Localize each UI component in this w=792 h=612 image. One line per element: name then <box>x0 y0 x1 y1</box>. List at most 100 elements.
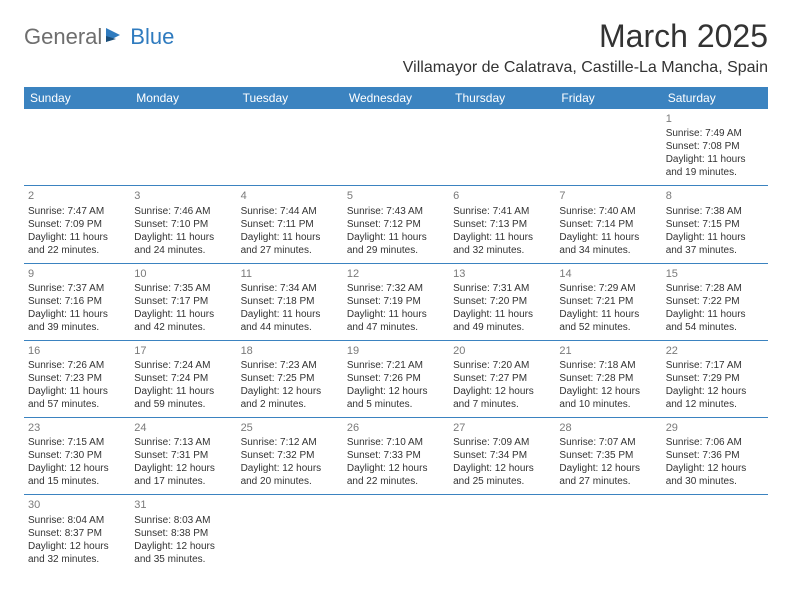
day-number: 21 <box>559 344 657 358</box>
sunset-text: Sunset: 7:25 PM <box>241 372 339 385</box>
day-number: 26 <box>347 421 445 435</box>
calendar-week-row: 2Sunrise: 7:47 AMSunset: 7:09 PMDaylight… <box>24 186 768 263</box>
day-number: 1 <box>666 112 764 126</box>
day-number: 30 <box>28 498 126 512</box>
day-number: 27 <box>453 421 551 435</box>
sunset-text: Sunset: 7:29 PM <box>666 372 764 385</box>
calendar-day-cell: 11Sunrise: 7:34 AMSunset: 7:18 PMDayligh… <box>237 263 343 340</box>
calendar-day-cell <box>130 109 236 186</box>
day-number: 15 <box>666 267 764 281</box>
calendar-day-cell: 10Sunrise: 7:35 AMSunset: 7:17 PMDayligh… <box>130 263 236 340</box>
calendar-day-cell <box>237 495 343 572</box>
weekday-header: Sunday <box>24 87 130 109</box>
sunrise-text: Sunrise: 7:07 AM <box>559 436 657 449</box>
sunset-text: Sunset: 7:16 PM <box>28 295 126 308</box>
calendar-week-row: 9Sunrise: 7:37 AMSunset: 7:16 PM Daylight… <box>24 263 768 340</box>
weekday-header: Wednesday <box>343 87 449 109</box>
sunrise-text: Sunrise: 7:28 AM <box>666 282 764 295</box>
sunrise-text: Sunrise: 7:49 AM <box>666 127 764 140</box>
day-number: 9 <box>28 267 126 281</box>
day-number: 13 <box>453 267 551 281</box>
sunset-text: Sunset: 7:32 PM <box>241 449 339 462</box>
sunset-text: Sunset: 7:12 PM <box>347 218 445 231</box>
day-number: 3 <box>134 189 232 203</box>
location-subtitle: Villamayor de Calatrava, Castille-La Man… <box>403 59 768 77</box>
daylight-text: Daylight: 11 hours and 42 minutes. <box>134 308 232 334</box>
sunrise-text: Sunrise: 7:26 AM <box>28 359 126 372</box>
calendar-day-cell: 4Sunrise: 7:44 AMSunset: 7:11 PMDaylight… <box>237 186 343 263</box>
sunrise-text: Sunrise: 7:12 AM <box>241 436 339 449</box>
calendar-day-cell: 16Sunrise: 7:26 AMSunset: 7:23 PMDayligh… <box>24 340 130 417</box>
logo-text-blue: Blue <box>130 24 174 50</box>
calendar-day-cell <box>343 109 449 186</box>
sunrise-text: Sunrise: 7:23 AM <box>241 359 339 372</box>
sunrise-text: Sunrise: 7:35 AM <box>134 282 232 295</box>
calendar-day-cell: 25Sunrise: 7:12 AMSunset: 7:32 PMDayligh… <box>237 418 343 495</box>
day-number: 4 <box>241 189 339 203</box>
calendar-day-cell: 27Sunrise: 7:09 AMSunset: 7:34 PMDayligh… <box>449 418 555 495</box>
calendar-day-cell: 18Sunrise: 7:23 AMSunset: 7:25 PMDayligh… <box>237 340 343 417</box>
calendar-day-cell: 5Sunrise: 7:43 AMSunset: 7:12 PMDaylight… <box>343 186 449 263</box>
calendar-week-row: 1Sunrise: 7:49 AMSunset: 7:08 PMDaylight… <box>24 109 768 186</box>
daylight-text: Daylight: 11 hours and 49 minutes. <box>453 308 551 334</box>
daylight-text: Daylight: 11 hours and 29 minutes. <box>347 231 445 257</box>
day-number: 11 <box>241 267 339 281</box>
daylight-text: Daylight: 12 hours and 22 minutes. <box>347 462 445 488</box>
day-number: 6 <box>453 189 551 203</box>
title-block: March 2025 Villamayor de Calatrava, Cast… <box>403 18 768 77</box>
sunrise-text: Sunrise: 7:38 AM <box>666 205 764 218</box>
sunset-text: Sunset: 7:26 PM <box>347 372 445 385</box>
logo: General Blue <box>24 24 174 50</box>
sunset-text: Sunset: 7:17 PM <box>134 295 232 308</box>
sunset-text: Sunset: 7:33 PM <box>347 449 445 462</box>
day-number: 25 <box>241 421 339 435</box>
day-number: 24 <box>134 421 232 435</box>
sunset-text: Sunset: 7:28 PM <box>559 372 657 385</box>
sunset-text: Sunset: 7:11 PM <box>241 218 339 231</box>
sunrise-text: Sunrise: 7:32 AM <box>347 282 445 295</box>
day-number: 18 <box>241 344 339 358</box>
day-number: 23 <box>28 421 126 435</box>
sunrise-text: Sunrise: 7:18 AM <box>559 359 657 372</box>
weekday-header: Friday <box>555 87 661 109</box>
calendar-day-cell: 30Sunrise: 8:04 AMSunset: 8:37 PMDayligh… <box>24 495 130 572</box>
sunset-text: Sunset: 7:27 PM <box>453 372 551 385</box>
calendar-day-cell: 1Sunrise: 7:49 AMSunset: 7:08 PMDaylight… <box>662 109 768 186</box>
daylight-text: Daylight: 11 hours and 32 minutes. <box>453 231 551 257</box>
calendar-day-cell: 29Sunrise: 7:06 AMSunset: 7:36 PMDayligh… <box>662 418 768 495</box>
calendar-page: General Blue March 2025 Villamayor de Ca… <box>0 0 792 582</box>
sunrise-text: Sunrise: 7:43 AM <box>347 205 445 218</box>
day-number: 19 <box>347 344 445 358</box>
sunrise-text: Sunrise: 7:37 AM <box>28 282 126 295</box>
sunset-text: Sunset: 8:37 PM <box>28 527 126 540</box>
daylight-text: Daylight: 12 hours and 20 minutes. <box>241 462 339 488</box>
daylight-text: Daylight: 12 hours and 17 minutes. <box>134 462 232 488</box>
calendar-day-cell: 15Sunrise: 7:28 AMSunset: 7:22 PMDayligh… <box>662 263 768 340</box>
daylight-text: Daylight: 12 hours and 10 minutes. <box>559 385 657 411</box>
daylight-text: Daylight: 11 hours and 59 minutes. <box>134 385 232 411</box>
sunset-text: Sunset: 7:14 PM <box>559 218 657 231</box>
calendar-day-cell: 31Sunrise: 8:03 AMSunset: 8:38 PMDayligh… <box>130 495 236 572</box>
calendar-day-cell: 6Sunrise: 7:41 AMSunset: 7:13 PMDaylight… <box>449 186 555 263</box>
sunrise-text: Sunrise: 7:31 AM <box>453 282 551 295</box>
calendar-week-row: 23Sunrise: 7:15 AMSunset: 7:30 PMDayligh… <box>24 418 768 495</box>
logo-text-gray: General <box>24 24 102 50</box>
calendar-day-cell: 14Sunrise: 7:29 AMSunset: 7:21 PMDayligh… <box>555 263 661 340</box>
calendar-day-cell: 20Sunrise: 7:20 AMSunset: 7:27 PMDayligh… <box>449 340 555 417</box>
weekday-header: Saturday <box>662 87 768 109</box>
weekday-header: Tuesday <box>237 87 343 109</box>
sunset-text: Sunset: 7:34 PM <box>453 449 551 462</box>
calendar-week-row: 30Sunrise: 8:04 AMSunset: 8:37 PMDayligh… <box>24 495 768 572</box>
sunset-text: Sunset: 7:15 PM <box>666 218 764 231</box>
calendar-day-cell: 17Sunrise: 7:24 AMSunset: 7:24 PMDayligh… <box>130 340 236 417</box>
calendar-day-cell: 3Sunrise: 7:46 AMSunset: 7:10 PMDaylight… <box>130 186 236 263</box>
calendar-day-cell: 22Sunrise: 7:17 AMSunset: 7:29 PMDayligh… <box>662 340 768 417</box>
daylight-text: Daylight: 12 hours and 35 minutes. <box>134 540 232 566</box>
calendar-day-cell <box>555 109 661 186</box>
calendar-day-cell <box>449 109 555 186</box>
day-number: 12 <box>347 267 445 281</box>
calendar-day-cell: 7Sunrise: 7:40 AMSunset: 7:14 PMDaylight… <box>555 186 661 263</box>
sunrise-text: Sunrise: 7:29 AM <box>559 282 657 295</box>
daylight-text: Daylight: 12 hours and 27 minutes. <box>559 462 657 488</box>
sunrise-text: Sunrise: 7:17 AM <box>666 359 764 372</box>
